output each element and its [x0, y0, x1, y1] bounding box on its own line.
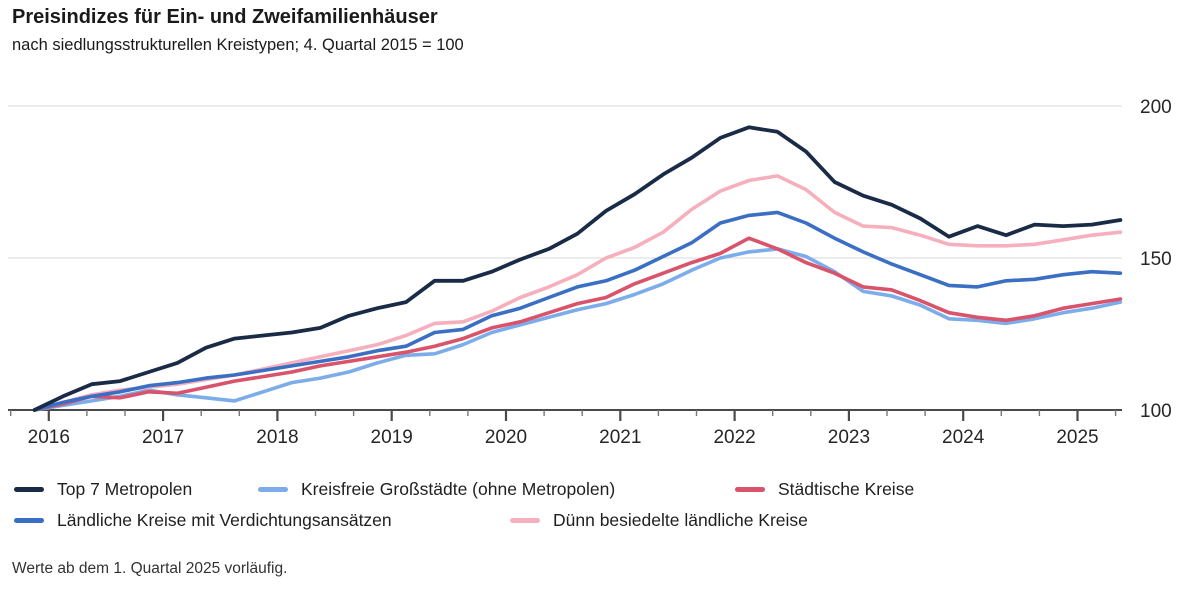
x-axis-label-2016: 2016: [28, 427, 70, 448]
series-line-l-ndliche-kreise-mit-verdichtungsans-tzen: [32, 210, 1123, 412]
legend-swatch-laendliche-kreise-verdichtung: [14, 517, 44, 523]
legend-row-1: Top 7 Metropolen Kreisfreie Großstädte (…: [0, 477, 1200, 501]
chart-area: 2016 2017 2018 2019 2020 2021 2022 2023 2024 2025…: [0, 80, 1200, 455]
legend-item-laendliche-kreise-verdichtung: Ländliche Kreise mit Verdichtungsansätze…: [14, 508, 392, 532]
x-axis-label-2022: 2022: [713, 427, 755, 448]
legend-item-duenn-besiedelte-kreise: Dünn besiedelte ländliche Kreise: [510, 508, 808, 532]
legend-item-top7-metropolen: Top 7 Metropolen: [14, 477, 192, 501]
legend-row-2: Ländliche Kreise mit Verdichtungsansätze…: [0, 508, 1200, 532]
series-line-d-nn-besiedelte-l-ndliche-kreise: [32, 174, 1123, 412]
x-axis-label-2019: 2019: [371, 427, 413, 448]
x-axis-label-2025: 2025: [1056, 427, 1098, 448]
legend-swatch-staedtische-kreise: [735, 486, 765, 492]
legend-swatch-kreisfreie-grossstaedte: [258, 486, 288, 492]
legend-label: Ländliche Kreise mit Verdichtungsansätze…: [57, 509, 392, 530]
legend-label: Kreisfreie Großstädte (ohne Metropolen): [301, 478, 616, 499]
x-axis-label-2023: 2023: [828, 427, 870, 448]
x-axis-label-2020: 2020: [485, 427, 527, 448]
legend-label: Städtische Kreise: [778, 478, 915, 499]
legend-label: Top 7 Metropolen: [57, 478, 193, 499]
x-axis-label-2021: 2021: [599, 427, 641, 448]
legend-item-staedtische-kreise: Städtische Kreise: [735, 477, 914, 501]
series-line-top-7-metropolen: [32, 125, 1123, 412]
legend-swatch-duenn-besiedelte-kreise: [510, 517, 540, 523]
line-chart-canvas: 2016 2017 2018 2019 2020 2021 2022 2023 2024 2025…: [8, 97, 1172, 448]
y-axis-label-150: 150: [1140, 249, 1172, 270]
series-line-st-dtische-kreise: [32, 236, 1123, 412]
series-line-kreisfreie-gro-st-dte-ohne-metropolen: [32, 247, 1123, 412]
x-axis-label-2017: 2017: [142, 427, 184, 448]
footnote: Werte ab dem 1. Quartal 2025 vorläufig.: [12, 560, 288, 577]
x-axis-label-2018: 2018: [256, 427, 298, 448]
legend-label: Dünn besiedelte ländliche Kreise: [553, 509, 808, 530]
legend-item-kreisfreie-grossstaedte: Kreisfreie Großstädte (ohne Metropolen): [258, 477, 615, 501]
legend-swatch-top7-metropolen: [14, 486, 44, 492]
y-axis-label-200: 200: [1140, 97, 1172, 118]
chart-subtitle: nach siedlungsstrukturellen Kreistypen; …: [12, 36, 464, 54]
y-axis-label-100: 100: [1140, 401, 1172, 422]
chart-title: Preisindizes für Ein- und Zweifamilienhä…: [12, 6, 438, 28]
x-axis-label-2024: 2024: [942, 427, 985, 448]
